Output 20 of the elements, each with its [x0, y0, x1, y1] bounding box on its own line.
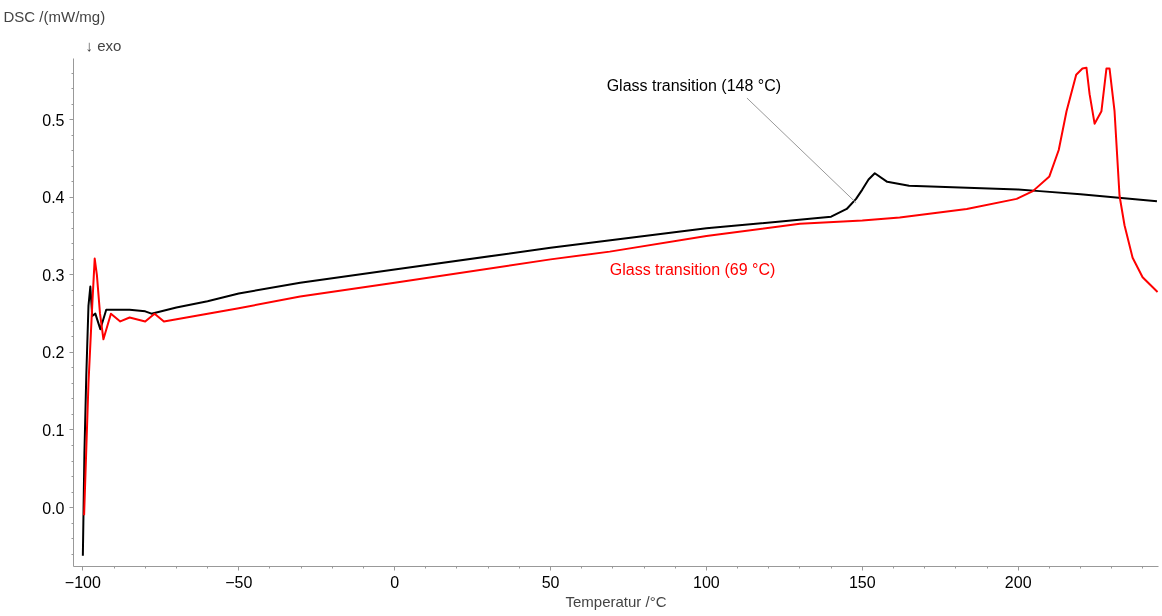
x-tick-label: 100	[693, 573, 720, 591]
annotation: Glass transition (69 °C)	[609, 260, 776, 278]
y-tick-label: 0.5	[42, 111, 65, 129]
x-tick-label: 50	[541, 573, 560, 591]
y-axis-title: DSC /(mW/mg)	[3, 7, 106, 25]
x-axis-title: Temperatur /°C	[565, 592, 667, 610]
text: ↓ exo	[85, 36, 122, 54]
y-tick-label: 0.2	[42, 344, 65, 362]
x-tick-label: 200	[1004, 573, 1032, 591]
y-tick-label: 0.1	[42, 422, 65, 439]
x-tick-label: 0	[390, 573, 400, 591]
annotation: Glass transition (148 °C)	[606, 77, 782, 95]
y-tick-label: 0.4	[42, 189, 65, 207]
line-series	[81, 172, 1158, 557]
x-tick-label: 150	[848, 573, 876, 591]
x-tick-label: −50	[225, 573, 253, 591]
y-tick-label: 0.3	[42, 266, 65, 284]
x-tick-label: −100	[64, 573, 101, 591]
line-series	[83, 66, 1159, 517]
y-tick-label: 0.0	[42, 499, 65, 517]
